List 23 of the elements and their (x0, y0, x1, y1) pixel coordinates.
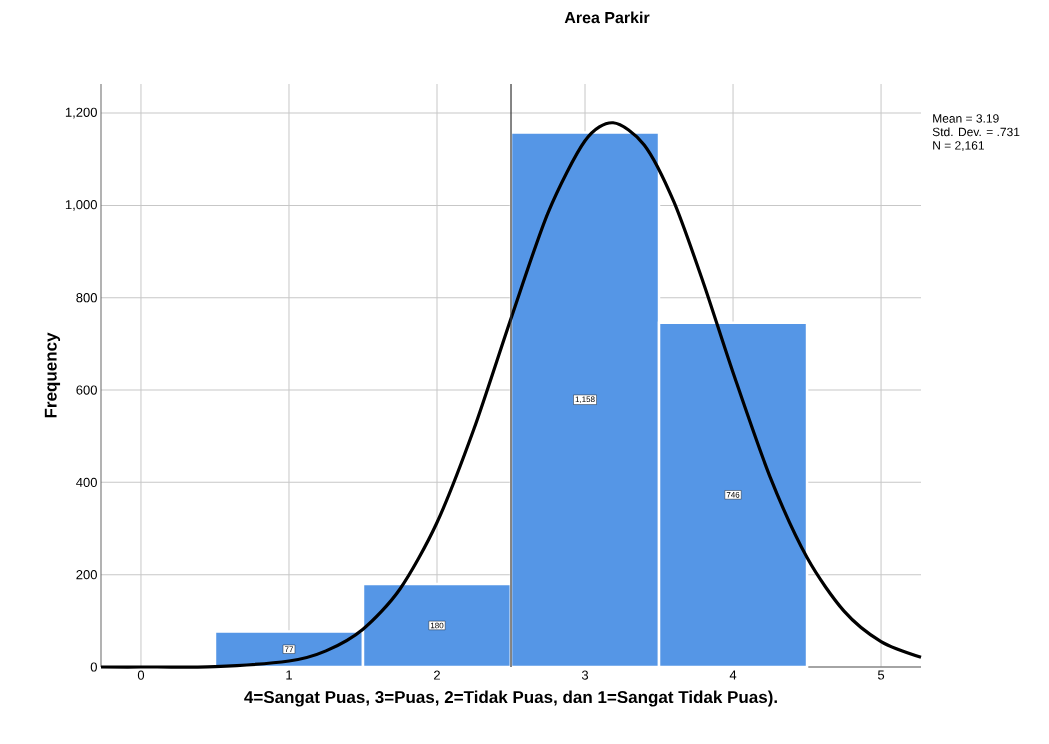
x-tick-label: 4 (729, 670, 737, 680)
data-label: 77 (284, 646, 294, 652)
y-axis-title: Frequency (44, 332, 61, 418)
text: N = 2,161 (933, 141, 984, 152)
text: Mean = 3.19 (933, 114, 999, 123)
y-tick-label: 600 (76, 385, 97, 395)
x-tick-label: 0 (137, 670, 145, 680)
x-tick-label: 2 (434, 670, 440, 680)
x-axis-title: 4=Sangat Puas, 3=Puas, 2=Tidak Puas, dan 1=Sangat Tidak Puas). (244, 690, 777, 707)
text: Std. Dev. = .731 (932, 127, 1020, 137)
x-tick-label: 3 (581, 670, 589, 680)
x-tick-label: 5 (877, 670, 885, 680)
y-tick-label: 0 (90, 662, 97, 672)
y-tick-label: 800 (76, 293, 97, 303)
y-tick-label: 400 (76, 477, 97, 487)
data-label: 1,158 (575, 396, 595, 404)
y-tick-label: 200 (76, 570, 97, 580)
x-tick-label: 1 (286, 670, 292, 680)
y-tick-label: 1,200 (65, 107, 97, 119)
chart-title: Area Parkir (564, 11, 650, 24)
y-tick-label: 1,000 (65, 200, 97, 211)
data-label: 746 (726, 491, 740, 498)
data-label: 180 (430, 622, 444, 629)
